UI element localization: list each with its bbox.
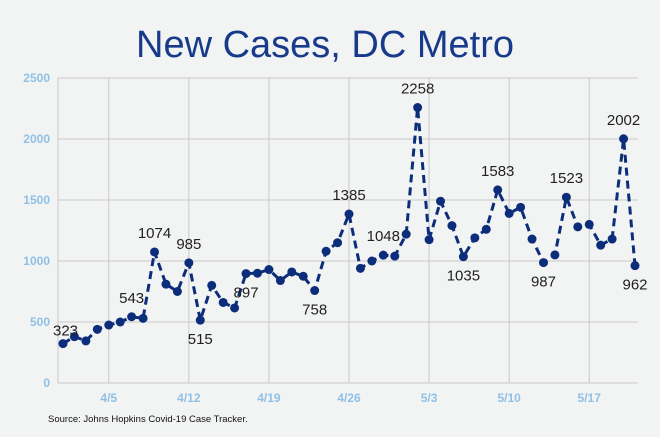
data-point [184, 258, 194, 268]
data-point [344, 209, 354, 219]
point-layer [58, 103, 640, 349]
series-line [62, 106, 637, 345]
data-label: 962 [622, 277, 647, 294]
data-point [207, 280, 217, 290]
data-point [321, 246, 331, 256]
data-point [104, 320, 114, 330]
data-point [172, 287, 182, 296]
data-label: 543 [119, 290, 144, 307]
data-label: 758 [302, 302, 327, 319]
data-point [436, 196, 446, 206]
data-point [252, 268, 262, 278]
data-point [333, 238, 343, 248]
data-point [92, 324, 102, 334]
data-point [470, 233, 480, 243]
y-tick-label: 0 [43, 376, 50, 390]
data-label: 1583 [481, 163, 514, 180]
y-tick-label: 2500 [23, 71, 50, 85]
data-point [241, 269, 251, 279]
data-point [138, 313, 148, 323]
data-point [161, 279, 171, 289]
x-tick-label: 5/10 [497, 391, 521, 405]
data-point [367, 256, 377, 266]
data-point [619, 134, 629, 144]
data-label: 987 [531, 274, 556, 291]
data-point [630, 261, 640, 271]
data-point [607, 234, 617, 244]
y-tick-label: 1000 [23, 254, 50, 268]
data-point [310, 286, 320, 296]
data-label: 1385 [332, 187, 365, 204]
data-point [230, 303, 240, 313]
data-point [218, 297, 228, 307]
data-point [424, 235, 434, 245]
data-label: 515 [188, 331, 213, 348]
data-point [401, 229, 411, 239]
data-point [81, 336, 91, 346]
data-point [58, 339, 68, 349]
data-point [150, 247, 160, 257]
data-point [527, 234, 537, 244]
data-label: 1035 [447, 268, 480, 285]
data-label: 1074 [138, 225, 171, 242]
x-tick-label: 4/12 [177, 391, 201, 405]
data-point [298, 271, 308, 281]
data-point [447, 221, 457, 231]
data-point [275, 276, 285, 286]
data-point [584, 219, 594, 229]
data-point [127, 312, 137, 322]
data-point [516, 202, 526, 212]
data-point [390, 251, 400, 261]
data-point [287, 267, 297, 277]
data-label: 985 [176, 236, 201, 253]
data-point [596, 240, 606, 250]
chart-source: Source: Johns Hopkins Covid-19 Case Trac… [48, 414, 248, 425]
data-point [493, 185, 503, 195]
data-point [115, 317, 125, 327]
x-tick-label: 4/5 [100, 391, 117, 405]
data-point [504, 208, 514, 218]
data-point [573, 222, 583, 232]
data-label: 2002 [607, 112, 640, 129]
data-point [538, 258, 548, 268]
data-point [69, 332, 79, 342]
line-layer [62, 106, 637, 345]
data-point [355, 263, 365, 273]
x-tick-label: 5/17 [578, 391, 602, 405]
data-label: 2258 [401, 81, 434, 98]
data-point [550, 250, 560, 260]
y-tick-label: 2000 [23, 132, 50, 146]
y-tick-label: 500 [30, 315, 50, 329]
label-layer: 323 543 1074 985 515 897 758 1385 1048 2258 1035 15… [53, 81, 648, 349]
data-point [378, 250, 388, 260]
data-point [458, 252, 468, 262]
data-label: 323 [53, 323, 78, 340]
grid-layer [58, 77, 638, 384]
chart-title: New Cases, DC Metro [136, 24, 514, 66]
axis-layer: 0 500 1000 1500 2000 2500 4/5 4/12 4/19 4/26 5/3 5/… [23, 71, 601, 405]
y-tick-label: 1500 [23, 193, 50, 207]
data-label: 897 [234, 285, 259, 302]
data-point [561, 192, 571, 202]
x-tick-label: 5/3 [421, 391, 438, 405]
data-label: 1048 [367, 228, 400, 245]
data-point [195, 315, 205, 325]
data-point [264, 265, 274, 275]
data-point [481, 224, 491, 234]
x-tick-label: 4/19 [257, 391, 281, 405]
data-label: 1523 [550, 170, 583, 187]
x-tick-label: 4/26 [337, 391, 361, 405]
data-point [413, 103, 423, 113]
